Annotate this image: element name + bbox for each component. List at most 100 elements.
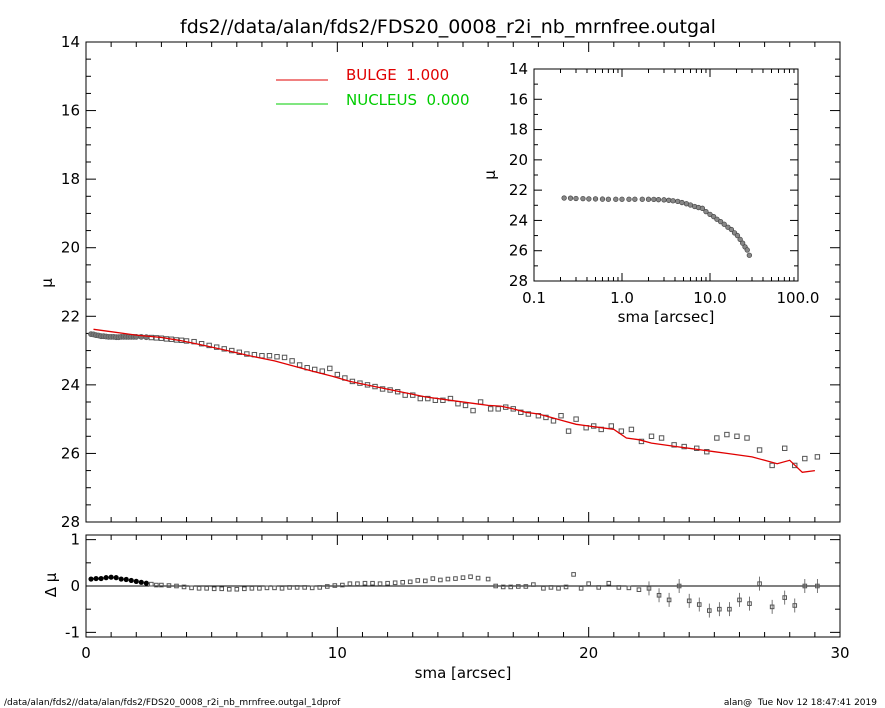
inset-data-point xyxy=(717,218,724,225)
residual-data-point xyxy=(548,585,554,590)
inset-data-point xyxy=(728,226,735,233)
residual-data-point xyxy=(407,579,413,585)
main-ytick-label: 18 xyxy=(61,170,80,188)
residual-data-point xyxy=(249,586,255,591)
residual-data-point xyxy=(149,581,154,587)
residual-data-point xyxy=(317,585,323,590)
main-data-point xyxy=(734,433,740,439)
residual-data-point xyxy=(757,581,762,586)
residual-data-point xyxy=(392,580,398,586)
main-data-point xyxy=(814,454,821,460)
main-data-point xyxy=(487,406,494,412)
main-data-point xyxy=(648,433,655,439)
residual-data-point xyxy=(636,587,642,593)
residual-data-point xyxy=(541,586,546,591)
inset-ytick-label: 22 xyxy=(509,181,528,199)
residual-data-point xyxy=(385,580,390,586)
main-data-point xyxy=(470,407,476,414)
inset-xtick-label: 100.0 xyxy=(777,289,820,307)
residual-data-point xyxy=(377,581,383,586)
main-panel: 14 16 18 20 22 24 26 28 μ BULGE 1.000 NUCLEUS 0… xyxy=(38,33,841,531)
residual-data-point xyxy=(423,578,428,584)
residual-data-point xyxy=(332,583,338,588)
residual-data-point xyxy=(792,603,798,608)
main-data-point xyxy=(462,402,469,409)
inset-ytick-label: 14 xyxy=(509,60,528,78)
residual-data-point xyxy=(257,586,262,591)
residual-data-point xyxy=(438,577,443,583)
inset-data-point xyxy=(645,196,652,202)
inset-data-point xyxy=(626,196,632,202)
inset-data-point xyxy=(744,247,750,253)
residual-data-point xyxy=(445,576,451,582)
residual-axis-ticks xyxy=(85,535,841,637)
main-data-point xyxy=(694,445,700,451)
main-data-point xyxy=(259,353,265,359)
residual-data-point xyxy=(596,585,602,590)
main-data-point xyxy=(671,442,677,448)
residual-xtick-label: 30 xyxy=(830,644,849,662)
residual-data-point xyxy=(686,598,692,604)
residual-data-point xyxy=(468,574,473,580)
residual-data-point xyxy=(747,601,752,606)
footer-file-path: /data/alan/fds2//data/alan/fds2/FDS20_00… xyxy=(4,698,341,708)
residual-data-point xyxy=(626,585,632,591)
residual-data-point xyxy=(174,583,179,589)
inset-data-point xyxy=(639,196,645,202)
main-ytick-label: 14 xyxy=(61,33,80,51)
inset-data-points xyxy=(561,195,752,258)
main-data-point xyxy=(274,354,280,360)
inset-data-point xyxy=(655,197,662,203)
inset-xtick-label: 10.0 xyxy=(693,289,726,307)
residual-data-point xyxy=(370,580,375,586)
residual-data-point xyxy=(523,584,529,589)
main-data-point xyxy=(608,423,614,429)
residual-data-point xyxy=(737,597,742,603)
residual-data-point xyxy=(493,583,498,589)
main-data-point xyxy=(266,353,273,359)
residual-data-point xyxy=(666,597,672,603)
residual-data-point xyxy=(133,578,139,584)
main-data-point xyxy=(744,435,750,441)
inset-data-point xyxy=(746,252,752,258)
residual-panel: -101 0 10 20 30 Δ μ sma [arcsec] xyxy=(42,531,850,682)
residual-data-point xyxy=(453,576,458,581)
residual-data-point xyxy=(656,592,662,598)
residual-data-point xyxy=(181,584,187,590)
residual-ytick-label: -1 xyxy=(65,623,80,641)
legend-nucleus-label: NUCLEUS 0.000 xyxy=(346,91,470,109)
residual-x-axis-label: sma [arcsec] xyxy=(415,664,512,682)
main-data-point xyxy=(153,335,160,341)
footer-timestamp: alan@ Tue Nov 12 18:47:41 2019 xyxy=(724,698,877,708)
residual-data-point xyxy=(556,586,561,591)
inset-xtick-label: 1.0 xyxy=(610,289,634,307)
residual-data-point xyxy=(264,585,270,591)
inset-data-point xyxy=(699,205,706,211)
inset-data-point xyxy=(619,196,625,202)
main-data-point xyxy=(802,455,808,462)
residual-data-point xyxy=(279,586,285,591)
main-data-point xyxy=(148,334,155,341)
residual-data-point xyxy=(189,585,194,591)
residual-data-point xyxy=(211,586,217,592)
main-data-point xyxy=(558,413,564,419)
residual-data-point xyxy=(400,579,405,585)
main-ytick-label: 20 xyxy=(61,239,80,257)
residual-data-point xyxy=(815,583,820,589)
inset-ytick-label: 24 xyxy=(509,211,528,229)
residual-data-point xyxy=(340,582,345,588)
residual-data-point xyxy=(219,586,225,592)
main-ytick-label: 16 xyxy=(61,102,80,120)
inset-data-point xyxy=(605,196,612,202)
residual-data-point xyxy=(88,576,94,582)
main-data-point xyxy=(417,395,423,402)
residual-data-point xyxy=(616,585,622,590)
main-data-point xyxy=(756,447,763,453)
residual-data-point xyxy=(782,595,788,600)
residual-data-point xyxy=(103,575,109,581)
residual-data-point xyxy=(355,581,360,586)
inset-data-point xyxy=(679,199,685,206)
inset-ytick-label: 18 xyxy=(509,121,528,139)
residual-data-point xyxy=(128,577,134,584)
main-data-point xyxy=(618,428,625,434)
